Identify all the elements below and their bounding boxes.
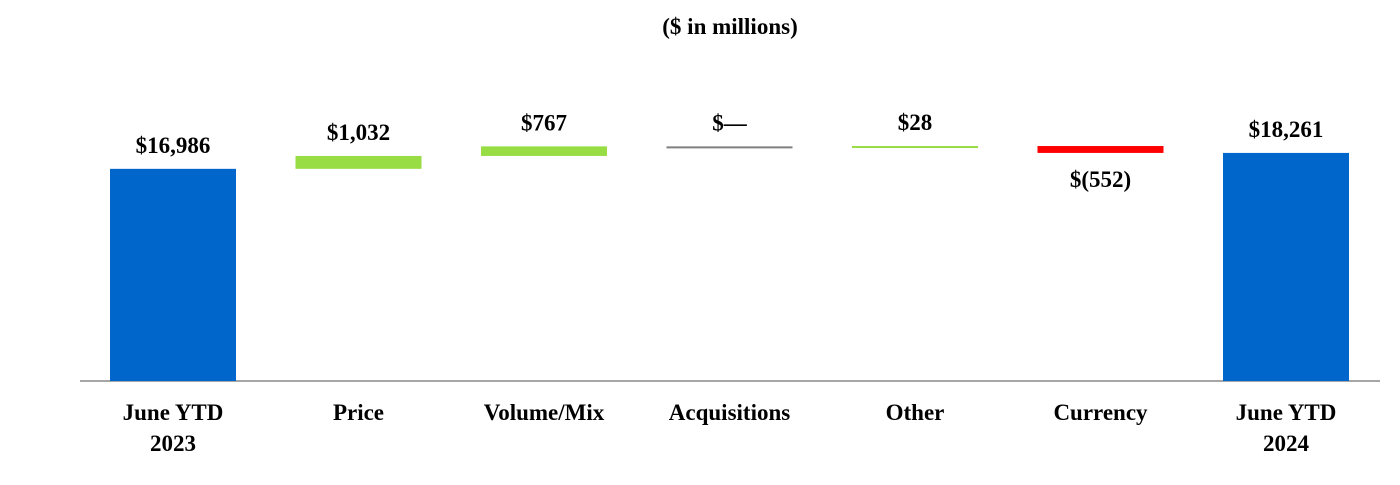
data-label-volume-mix: $767 bbox=[521, 110, 567, 135]
bar-june-ytd-2023 bbox=[110, 168, 236, 381]
tick-label-volume-mix: Volume/Mix bbox=[484, 400, 605, 425]
tick-label-currency: Currency bbox=[1053, 400, 1148, 425]
data-label-currency: $(552) bbox=[1070, 167, 1131, 192]
bar-acquisitions bbox=[666, 146, 793, 149]
data-label-acquisitions: $— bbox=[712, 110, 748, 135]
bar-other bbox=[852, 146, 978, 149]
data-label-june-ytd-2024: $18,261 bbox=[1249, 117, 1324, 142]
bar-volume-mix bbox=[481, 146, 607, 156]
data-label-other: $28 bbox=[898, 110, 933, 135]
tick-label-june-ytd-2024: June YTD 2024 bbox=[1236, 400, 1337, 456]
bar-currency bbox=[1037, 146, 1164, 153]
bar-price bbox=[295, 155, 422, 169]
tick-label-june-ytd-2023: June YTD 2023 bbox=[123, 400, 224, 456]
tick-label-other: Other bbox=[886, 400, 945, 425]
data-label-price: $1,032 bbox=[327, 120, 390, 145]
bar-june-ytd-2024 bbox=[1223, 152, 1349, 381]
data-label-june-ytd-2023: $16,986 bbox=[136, 133, 211, 158]
tick-label-price: Price bbox=[333, 400, 384, 425]
tick-label-acquisitions: Acquisitions bbox=[669, 400, 790, 425]
